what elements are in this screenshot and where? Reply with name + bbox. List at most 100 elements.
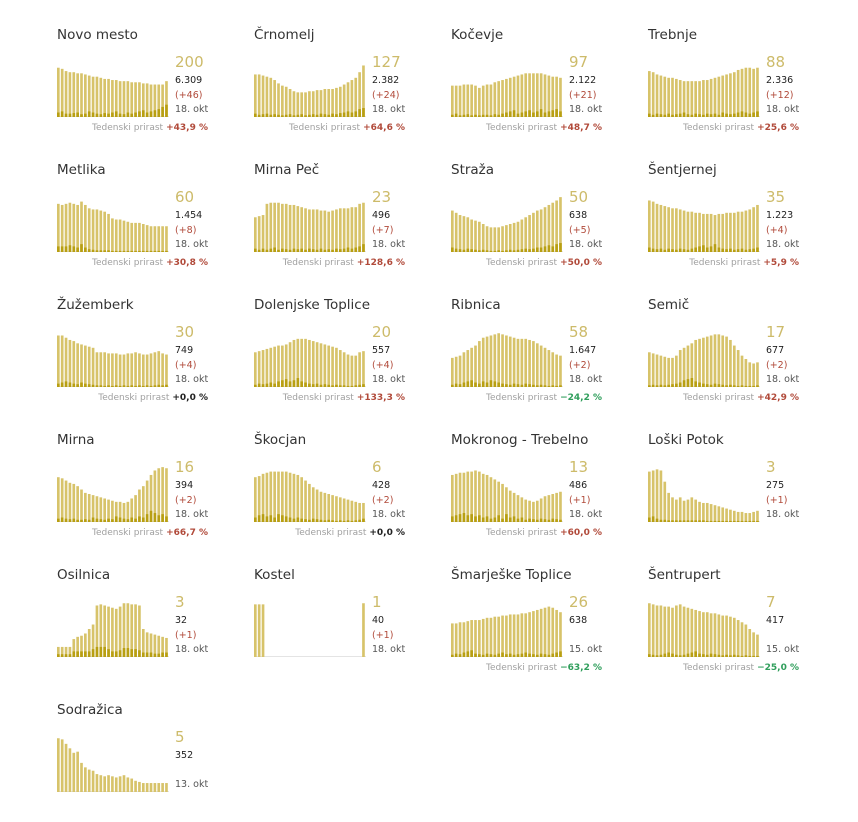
- new-cases-bar: [648, 247, 651, 252]
- new-cases-bar: [161, 106, 164, 117]
- active-cases-bar: [107, 775, 110, 792]
- active-cases-bar: [80, 73, 83, 117]
- active-cases-bar: [648, 603, 651, 657]
- new-cases-bar: [532, 654, 535, 657]
- new-cases-bar: [659, 519, 663, 522]
- active-cases-bar: [265, 76, 269, 117]
- new-cases-bar: [651, 516, 655, 522]
- new-cases-bar: [327, 249, 331, 252]
- weekly-growth-label: Tedenski prirast: [486, 663, 558, 673]
- new-cases-bar: [126, 385, 130, 387]
- total-cases-value: 1.454: [175, 210, 203, 221]
- date-label: 18. okt: [569, 509, 603, 520]
- new-cases-bar: [84, 651, 87, 657]
- active-cases-bar: [485, 617, 489, 657]
- new-cases-bar: [335, 248, 338, 252]
- active-cases-bar: [296, 338, 300, 387]
- active-cases-bar: [103, 352, 106, 387]
- new-cases-bar: [91, 384, 95, 387]
- municipality-name: Osilnica: [57, 567, 111, 583]
- new-cases-bar: [725, 249, 728, 252]
- active-cases-bar: [744, 624, 748, 657]
- active-cases-bar: [161, 84, 164, 117]
- active-cases-bar: [667, 207, 670, 252]
- active-cases-bar: [532, 73, 535, 117]
- active-cases-bar: [709, 504, 713, 522]
- active-cases-bar: [705, 502, 709, 522]
- new-cases-bar: [732, 654, 736, 657]
- active-cases-bar: [60, 478, 64, 522]
- new-cases-bar: [709, 384, 713, 387]
- active-cases-bar: [111, 218, 114, 252]
- active-cases-bar: [663, 206, 667, 252]
- new-cases-bar: [153, 513, 157, 522]
- new-cases-bar: [122, 518, 126, 522]
- active-cases-bar: [288, 89, 292, 117]
- new-cases-bar: [149, 510, 153, 522]
- weekly-growth-value: +0,0 %: [369, 528, 405, 538]
- sparkline-chart: [254, 603, 366, 657]
- municipality-card: Dolenjske Toplice 20 557 (+4) 18. okt Tedensk…: [254, 297, 414, 417]
- new-cases-bar: [725, 385, 728, 387]
- new-cases-bar: [512, 654, 516, 657]
- active-cases-bar: [358, 72, 361, 117]
- new-cases-bar: [505, 250, 508, 252]
- active-cases-bar: [68, 202, 72, 252]
- active-cases-bar: [709, 213, 713, 252]
- active-cases-bar: [682, 500, 686, 522]
- active-cases-bar: [118, 501, 122, 522]
- municipality-card: Črnomelj 127 2.382 (+24) 18. okt Tedenski pri…: [254, 27, 414, 147]
- active-cases-bar: [462, 622, 466, 657]
- total-cases-value: 1.647: [569, 345, 597, 356]
- active-cases-bar: [300, 338, 303, 387]
- active-cases-bar: [671, 607, 674, 657]
- active-cases-bar: [257, 216, 261, 252]
- new-cases-bar: [346, 247, 350, 252]
- active-cases-bar: [671, 357, 674, 387]
- active-cases-bar: [118, 354, 122, 387]
- active-cases-bar: [671, 77, 674, 117]
- total-cases-value: 417: [766, 615, 785, 626]
- active-cases-bar: [748, 513, 752, 522]
- active-cases-bar: [505, 78, 508, 117]
- active-cases-bar: [454, 623, 458, 657]
- municipality-name: Straža: [451, 162, 495, 178]
- daily-delta-value: (+1): [766, 495, 788, 506]
- new-cases-bar: [682, 380, 686, 387]
- active-cases-bar: [165, 783, 168, 792]
- active-cases-bar: [95, 76, 99, 117]
- active-cases-bar: [157, 635, 161, 657]
- new-cases-bar: [725, 654, 728, 657]
- new-cases-bar: [99, 250, 103, 252]
- active-cases-bar: [122, 220, 126, 252]
- active-cases-bar: [682, 347, 686, 387]
- active-cases-bar: [462, 216, 466, 252]
- new-cases-bar: [559, 385, 562, 387]
- new-cases-bar: [532, 112, 535, 117]
- active-cases-bar: [257, 74, 261, 117]
- new-cases-bar: [686, 249, 690, 252]
- active-cases-bar: [327, 345, 331, 387]
- new-cases-bar: [315, 114, 319, 117]
- active-cases-bar: [698, 81, 701, 117]
- active-cases-bar: [694, 212, 697, 252]
- active-cases-bar: [261, 350, 265, 387]
- new-cases-bar: [497, 653, 500, 657]
- new-cases-bar: [114, 651, 118, 657]
- new-cases-bar: [157, 515, 161, 522]
- sparkline-chart: [254, 471, 366, 522]
- active-cases-bar: [497, 481, 500, 522]
- active-cases-bar: [64, 337, 68, 387]
- active-cases-bar: [651, 201, 655, 252]
- active-cases-bar: [729, 73, 732, 117]
- weekly-growth-value: −25,0 %: [757, 663, 799, 673]
- new-cases-bar: [107, 250, 110, 252]
- sparkline-chart: [57, 67, 169, 117]
- active-cases-bar: [122, 81, 126, 117]
- new-cases-bar: [87, 249, 91, 252]
- new-cases-bar: [111, 385, 114, 387]
- active-cases-bar: [659, 355, 663, 387]
- new-cases-bar: [451, 654, 454, 657]
- new-cases-bar: [524, 383, 528, 387]
- new-cases-bar: [64, 518, 68, 522]
